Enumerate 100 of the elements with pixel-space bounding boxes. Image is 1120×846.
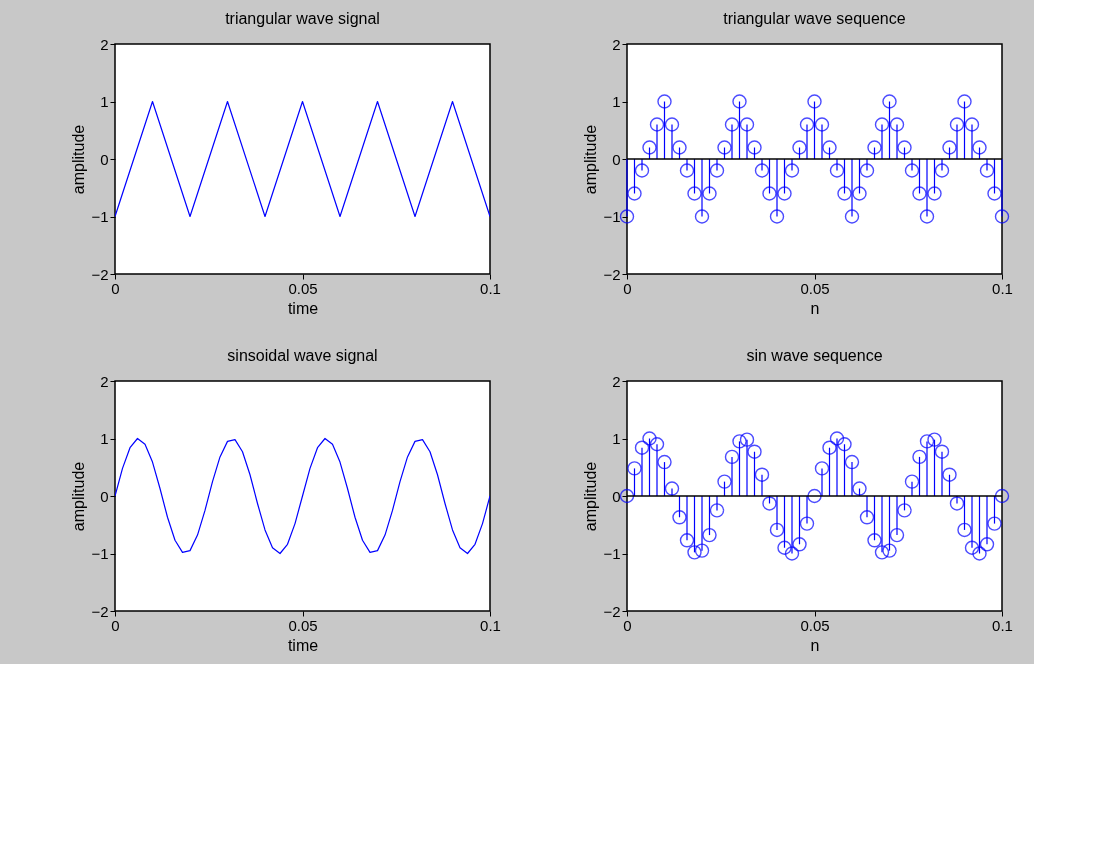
point <box>739 432 755 447</box>
x-tick-label: 0.1 <box>992 279 1013 297</box>
point <box>747 140 762 155</box>
point <box>957 522 972 538</box>
point <box>949 496 965 511</box>
point <box>964 117 980 132</box>
point <box>799 516 815 531</box>
point <box>747 444 762 459</box>
point <box>709 163 725 178</box>
point <box>867 533 882 548</box>
y-tick-label: 2 <box>612 372 621 390</box>
y-axis-title: amplitude <box>582 124 600 195</box>
point <box>792 537 807 552</box>
point <box>657 454 672 470</box>
point <box>934 163 950 178</box>
point <box>904 163 920 178</box>
point <box>972 140 987 155</box>
point <box>837 437 852 452</box>
x-tick-label: 0.1 <box>992 616 1013 634</box>
x-tick-label: 0 <box>623 616 632 634</box>
point <box>822 440 837 455</box>
point <box>627 186 642 201</box>
y-tick-label: −1 <box>603 208 621 225</box>
point <box>717 140 732 155</box>
chart-title: triangular wave signal <box>225 10 380 27</box>
x-tick-label: 0.05 <box>800 616 830 634</box>
point <box>657 94 672 109</box>
point <box>777 540 792 555</box>
y-tick-label: 2 <box>100 372 109 390</box>
point <box>874 117 890 132</box>
y-tick-label: 1 <box>100 430 109 447</box>
point <box>672 510 687 525</box>
x-axis-title: n <box>810 299 820 317</box>
y-tick-label: −2 <box>91 602 109 620</box>
point <box>852 186 867 201</box>
point <box>949 117 965 132</box>
point <box>694 209 710 224</box>
y-tick-label: −2 <box>603 602 621 620</box>
point <box>987 186 1002 201</box>
point <box>762 186 777 201</box>
y-tick-label: −2 <box>603 265 621 283</box>
x-tick-label: 0 <box>111 616 120 634</box>
point <box>934 444 950 459</box>
x-tick-label: 0.1 <box>480 616 501 634</box>
x-tick-label: 0 <box>623 279 632 297</box>
point <box>859 163 875 178</box>
y-tick-label: −1 <box>91 545 109 562</box>
point <box>979 537 995 552</box>
point <box>649 437 665 452</box>
point <box>634 440 650 455</box>
y-axis-title: amplitude <box>70 461 88 532</box>
point <box>769 522 785 538</box>
y-tick-label: 1 <box>100 93 109 110</box>
point <box>619 209 635 224</box>
y-tick-label: 0 <box>612 487 621 505</box>
point <box>889 527 905 543</box>
point <box>882 543 897 558</box>
y-axis-title: amplitude <box>582 461 600 532</box>
point <box>852 481 867 496</box>
point <box>957 94 972 109</box>
point <box>859 510 875 525</box>
point <box>679 163 695 178</box>
x-tick-label: 0 <box>111 279 120 297</box>
x-tick-label: 0.05 <box>288 279 318 297</box>
point <box>829 163 845 178</box>
y-tick-label: 2 <box>612 35 621 53</box>
point <box>987 516 1002 531</box>
point <box>754 467 770 482</box>
point <box>724 449 740 465</box>
line-series <box>115 437 490 555</box>
x-tick-label: 0.05 <box>800 279 830 297</box>
y-tick-label: 0 <box>100 487 109 505</box>
point <box>784 163 800 178</box>
point <box>634 163 650 178</box>
y-tick-label: 0 <box>612 150 621 168</box>
point <box>822 140 837 155</box>
x-tick-label: 0.1 <box>480 279 501 297</box>
y-tick-label: −1 <box>603 545 621 562</box>
y-axis-title: amplitude <box>70 124 88 195</box>
point <box>799 117 815 132</box>
x-axis-title: time <box>287 299 319 317</box>
point <box>897 503 912 518</box>
point <box>732 94 747 109</box>
y-tick-label: 2 <box>100 35 109 53</box>
point <box>754 163 770 178</box>
point <box>927 186 942 201</box>
y-tick-label: −1 <box>91 208 109 225</box>
point <box>784 546 800 561</box>
point <box>724 117 740 132</box>
point <box>942 140 957 155</box>
point <box>897 140 912 155</box>
point <box>664 117 680 132</box>
point <box>717 474 732 489</box>
point <box>912 449 927 465</box>
point <box>702 186 717 201</box>
point <box>919 209 935 224</box>
chart-title: sin wave sequence <box>746 347 883 364</box>
y-tick-label: 1 <box>612 430 621 447</box>
point <box>709 503 725 518</box>
point <box>964 540 980 555</box>
